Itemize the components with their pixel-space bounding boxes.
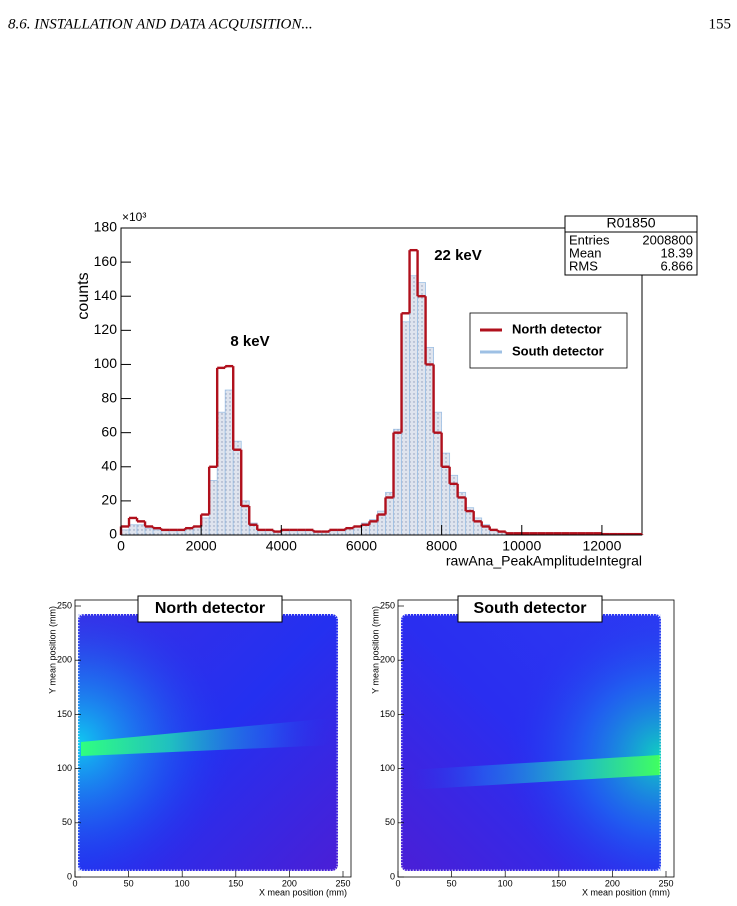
histogram-bar xyxy=(401,321,410,536)
stats-key: RMS xyxy=(569,258,598,273)
y-tick-label: 200 xyxy=(57,655,72,665)
x-tick-label: 200 xyxy=(605,878,620,888)
x-tick-label: 250 xyxy=(335,878,350,888)
stats-value: 6.866 xyxy=(660,258,693,273)
chart-title: North detector xyxy=(155,600,265,617)
x-tick-label: 4000 xyxy=(266,538,297,554)
title-box xyxy=(457,595,603,623)
section-header: 8.6. INSTALLATION AND DATA ACQUISITION..… xyxy=(8,16,313,32)
histogram-bar xyxy=(433,411,443,536)
y-tick-label: 0 xyxy=(109,526,117,542)
histogram-bar xyxy=(409,275,418,536)
stats-box xyxy=(564,215,698,276)
y-tick-label: 120 xyxy=(94,321,118,337)
heatmap-glow xyxy=(401,614,661,871)
histogram-bar xyxy=(120,529,130,536)
peak-annotation: 22 keV xyxy=(434,247,482,264)
x-tick-label: 10000 xyxy=(502,538,541,554)
x-tick-label: 0 xyxy=(117,538,125,554)
chart-title: South detector xyxy=(474,600,587,617)
histogram-bar xyxy=(417,282,426,536)
x-tick-label: 100 xyxy=(175,878,190,888)
y-tick-label: 100 xyxy=(94,355,118,371)
histogram-bar xyxy=(192,526,202,536)
y-tick-label: 140 xyxy=(94,287,118,303)
y-tick-label: 180 xyxy=(94,219,118,235)
x-tick-label: 8000 xyxy=(426,538,457,554)
heatmap-band xyxy=(81,718,333,756)
x-axis-label: X mean position (mm) xyxy=(259,887,347,897)
stats-value: 2008800 xyxy=(642,232,693,247)
y-tick-label: 60 xyxy=(101,423,117,439)
y-tick-label: 150 xyxy=(57,709,72,719)
plot-frame xyxy=(120,227,643,536)
heatmap-band xyxy=(408,755,660,790)
histogram-bar xyxy=(136,524,146,536)
stats-key: Mean xyxy=(569,245,602,260)
x-tick-label: 250 xyxy=(658,878,673,888)
title-box xyxy=(137,595,283,623)
x-tick-label: 100 xyxy=(498,878,513,888)
histogram-bar xyxy=(425,346,435,536)
histogram-bar xyxy=(457,491,467,536)
x-axis-label: rawAna_PeakAmplitudeIntegral xyxy=(446,553,642,569)
page-number: 155 xyxy=(709,16,732,32)
x-axis-label: X mean position (mm) xyxy=(582,887,670,897)
x-tick-label: 2000 xyxy=(186,538,217,554)
histogram-bar xyxy=(216,411,226,536)
histogram-bar xyxy=(353,526,362,536)
histogram-bar xyxy=(224,389,234,536)
y-tick-label: 250 xyxy=(380,600,395,610)
legend-box xyxy=(469,312,628,369)
y-multiplier: ×10³ xyxy=(122,210,146,224)
histogram-bar xyxy=(441,452,451,536)
histogram-bar xyxy=(208,480,218,536)
histogram-bar xyxy=(200,517,210,536)
x-tick-label: 200 xyxy=(282,878,297,888)
y-tick-label: 160 xyxy=(94,253,118,269)
stats-title: R01850 xyxy=(606,215,655,231)
histogram-bar xyxy=(128,524,138,536)
stats-key: Entries xyxy=(569,232,610,247)
y-tick-label: 20 xyxy=(101,492,117,508)
histogram-bar xyxy=(385,491,394,536)
histogram-bar xyxy=(393,428,402,536)
legend-label: South detector xyxy=(512,343,604,358)
histogram-bar xyxy=(232,440,242,536)
y-tick-label: 50 xyxy=(385,817,395,827)
x-tick-label: 50 xyxy=(447,878,457,888)
y-tick-label: 250 xyxy=(57,600,72,610)
y-axis-label: Y mean position (mm) xyxy=(370,606,380,694)
x-tick-label: 0 xyxy=(72,878,77,888)
x-tick-label: 150 xyxy=(551,878,566,888)
y-tick-label: 150 xyxy=(380,709,395,719)
y-tick-label: 100 xyxy=(57,763,72,773)
x-tick-label: 150 xyxy=(228,878,243,888)
y-tick-label: 0 xyxy=(390,871,395,881)
x-tick-label: 6000 xyxy=(346,538,377,554)
y-tick-label: 200 xyxy=(380,655,395,665)
x-tick-label: 50 xyxy=(124,878,134,888)
histogram-bar xyxy=(144,527,154,536)
legend-label: North detector xyxy=(512,321,602,336)
y-axis-label: Y mean position (mm) xyxy=(47,606,57,694)
histogram-bar xyxy=(152,529,162,536)
stats-value: 18.39 xyxy=(660,245,693,260)
y-tick-label: 100 xyxy=(380,763,395,773)
x-tick-label: 12000 xyxy=(582,538,621,554)
y-tick-label: 40 xyxy=(101,457,117,473)
y-tick-label: 0 xyxy=(67,871,72,881)
y-tick-label: 80 xyxy=(101,389,117,405)
y-tick-label: 50 xyxy=(62,817,72,827)
peak-annotation: 8 keV xyxy=(230,333,269,350)
x-tick-label: 0 xyxy=(395,878,400,888)
y-axis-label: counts xyxy=(75,272,92,319)
